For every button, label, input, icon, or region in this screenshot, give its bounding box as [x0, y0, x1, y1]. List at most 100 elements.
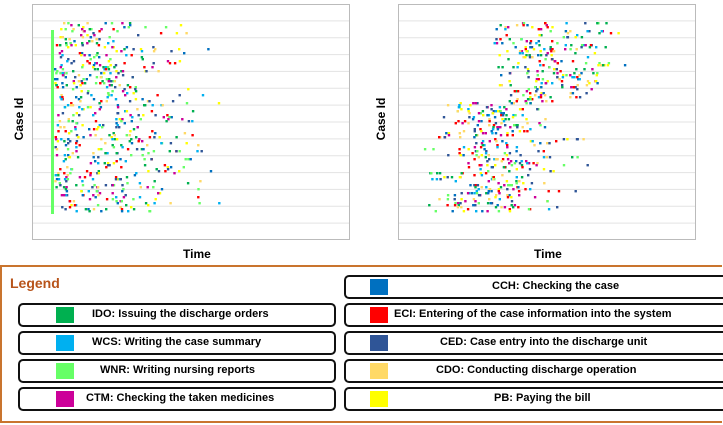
event-dot: [434, 210, 437, 213]
event-dot: [529, 102, 532, 105]
event-dot: [494, 164, 497, 167]
event-dot: [139, 48, 143, 51]
event-dot: [485, 192, 488, 195]
event-dot: [469, 104, 472, 107]
event-dot: [121, 118, 124, 121]
event-dot: [508, 162, 511, 165]
event-dot: [62, 186, 66, 189]
event-dot: [163, 164, 167, 167]
event-dot: [527, 174, 530, 177]
event-dot: [510, 184, 513, 187]
event-dot: [484, 156, 487, 159]
event-dot: [77, 136, 80, 139]
event-dot: [492, 126, 495, 129]
event-dot: [499, 38, 502, 41]
event-dot: [132, 198, 135, 201]
event-dot: [75, 150, 78, 153]
event-dot: [103, 68, 106, 71]
event-dot: [505, 108, 508, 111]
event-dot: [114, 64, 118, 67]
event-dot: [524, 66, 527, 69]
event-dot: [542, 92, 545, 95]
event-dot: [83, 54, 86, 57]
event-dot: [130, 206, 133, 209]
event-dot: [586, 164, 589, 167]
event-dot: [480, 120, 483, 123]
event-dot: [92, 156, 95, 159]
event-dot: [83, 30, 86, 33]
event-dot: [526, 98, 530, 101]
event-dot: [510, 196, 513, 199]
event-dot: [77, 80, 81, 83]
event-dot: [109, 72, 112, 75]
event-dot: [529, 96, 532, 99]
event-dot: [542, 150, 545, 153]
event-dot: [496, 110, 500, 113]
event-dot: [485, 150, 488, 153]
event-dot: [77, 74, 81, 77]
event-dot: [140, 56, 144, 59]
event-dot: [540, 92, 543, 95]
event-dot: [55, 148, 59, 151]
event-dot: [59, 168, 62, 171]
event-dot: [570, 86, 573, 89]
event-dot: [95, 190, 98, 193]
event-dot: [185, 32, 188, 35]
event-dot: [510, 164, 514, 167]
event-dot: [169, 202, 172, 205]
event-dot: [129, 86, 132, 89]
legend-item-cch: CCH: Checking the case: [344, 275, 723, 299]
event-dot: [576, 34, 579, 37]
event-dot: [125, 46, 129, 49]
event-dot: [499, 110, 502, 113]
event-dot: [539, 64, 542, 67]
event-dot: [572, 86, 575, 89]
event-dot: [508, 72, 512, 75]
event-dot: [606, 64, 610, 67]
event-dot: [71, 152, 74, 155]
event-dot: [525, 90, 529, 93]
event-dot: [81, 36, 85, 39]
event-dot: [59, 184, 62, 187]
event-dot: [168, 116, 171, 119]
event-dot: [98, 64, 102, 67]
event-dot: [478, 164, 481, 167]
legend-item-ctm: CTM: Checking the taken medicines: [18, 387, 336, 411]
event-dot: [124, 110, 127, 113]
event-dot: [72, 28, 75, 31]
event-dot: [476, 184, 480, 187]
event-dot: [105, 100, 108, 103]
event-dot: [136, 108, 139, 111]
event-dot: [61, 112, 65, 115]
event-dot: [113, 138, 117, 141]
event-dot: [160, 142, 163, 145]
event-dot: [54, 146, 57, 149]
event-dot: [75, 134, 79, 137]
event-dot: [580, 72, 583, 75]
event-dot: [83, 176, 87, 179]
event-dot: [580, 46, 583, 49]
event-dot: [94, 62, 97, 65]
event-dot: [168, 150, 171, 153]
event-dot: [512, 66, 515, 69]
event-dot: [566, 36, 570, 39]
event-dot: [493, 158, 496, 161]
event-dot: [473, 136, 476, 139]
event-dot: [207, 48, 210, 51]
event-dot: [158, 136, 161, 139]
event-dot: [520, 50, 524, 53]
event-dot: [61, 54, 64, 57]
event-dot: [58, 52, 62, 55]
event-dot: [96, 172, 99, 175]
event-dot: [454, 180, 457, 183]
event-dot: [65, 176, 68, 179]
event-dot: [81, 64, 85, 67]
event-dot: [595, 46, 598, 49]
event-dot: [605, 22, 608, 25]
event-dot: [134, 86, 137, 89]
event-dot: [550, 54, 553, 57]
event-dot: [538, 122, 541, 125]
event-dot: [66, 178, 70, 181]
event-dot: [65, 180, 68, 183]
event-dot: [72, 82, 76, 85]
